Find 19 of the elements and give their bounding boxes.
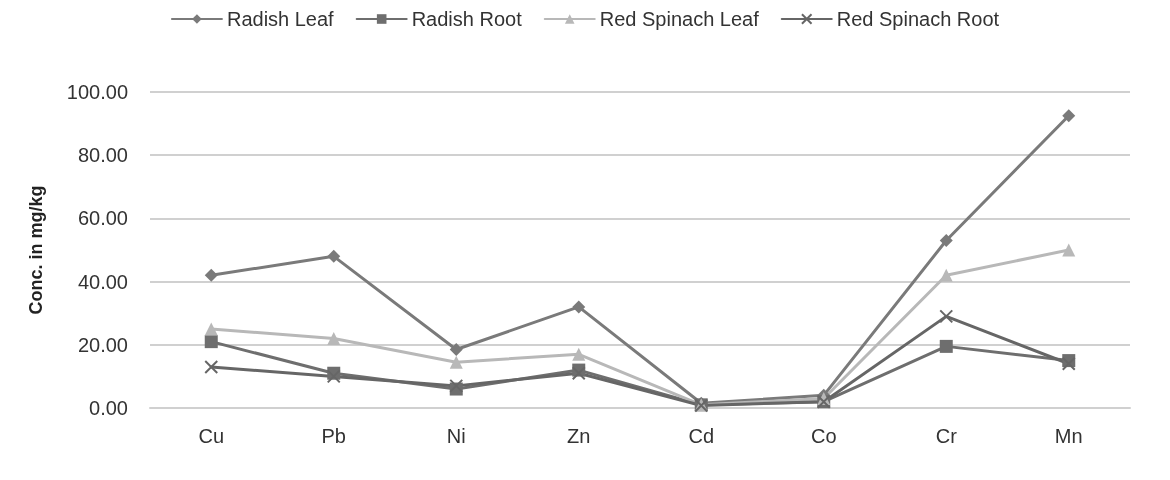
x-tick-label: Cr xyxy=(935,425,958,447)
legend-label: Radish Root xyxy=(411,8,523,30)
x-tick-label: Pb xyxy=(321,425,346,447)
y-tick-label: 20.00 xyxy=(77,333,128,356)
x-tick-label: Ni xyxy=(446,425,466,447)
y-tick-label: 40.00 xyxy=(77,270,128,293)
legend-label: Radish Leaf xyxy=(226,8,335,30)
x-tick-label: Cd xyxy=(688,425,715,447)
y-axis-title: Conc. in mg/kg xyxy=(26,185,46,315)
y-tick-label: 0.00 xyxy=(89,397,128,419)
y-tick-label: 60.00 xyxy=(77,207,128,230)
y-tick-label: 100.00 xyxy=(66,81,128,103)
x-tick-label: Cu xyxy=(198,425,225,447)
y-tick-label: 80.00 xyxy=(77,144,128,167)
x-tick-label: Mn xyxy=(1054,425,1083,447)
x-tick-label: Zn xyxy=(567,425,591,447)
legend-label: Red Spinach Leaf xyxy=(599,8,760,30)
legend-label: Red Spinach Root xyxy=(836,8,1000,30)
x-tick-label: Co xyxy=(810,425,837,447)
